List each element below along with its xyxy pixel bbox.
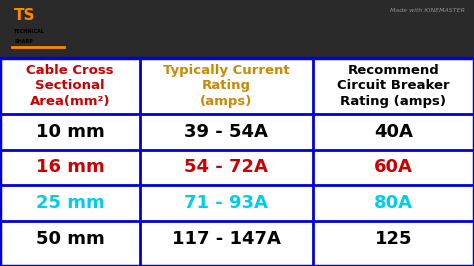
- Text: 60A: 60A: [374, 159, 413, 176]
- Text: Made with KINEMASTER: Made with KINEMASTER: [390, 8, 465, 13]
- Text: Typically Current
Rating
(amps): Typically Current Rating (amps): [163, 64, 290, 108]
- Text: 125: 125: [374, 230, 412, 248]
- Text: 50 mm: 50 mm: [36, 230, 104, 248]
- Text: 54 - 72A: 54 - 72A: [184, 159, 268, 176]
- Text: TECHNICAL: TECHNICAL: [14, 29, 45, 34]
- Text: TS: TS: [14, 8, 36, 23]
- Text: Cable Cross
Sectional
Area(mm²): Cable Cross Sectional Area(mm²): [26, 64, 114, 108]
- Text: 80A: 80A: [374, 194, 413, 212]
- Bar: [0, 58, 474, 266]
- Text: 10 mm: 10 mm: [36, 123, 104, 141]
- Text: 117 - 147A: 117 - 147A: [172, 230, 281, 248]
- Text: 25 mm: 25 mm: [36, 194, 104, 212]
- Text: 39 - 54A: 39 - 54A: [184, 123, 268, 141]
- Bar: [0, 58, 474, 266]
- Text: SHARP: SHARP: [14, 39, 33, 44]
- Text: 71 - 93A: 71 - 93A: [184, 194, 268, 212]
- Text: 40A: 40A: [374, 123, 413, 141]
- Text: Recommend
Circuit Breaker
Rating (amps): Recommend Circuit Breaker Rating (amps): [337, 64, 450, 108]
- Text: 16 mm: 16 mm: [36, 159, 104, 176]
